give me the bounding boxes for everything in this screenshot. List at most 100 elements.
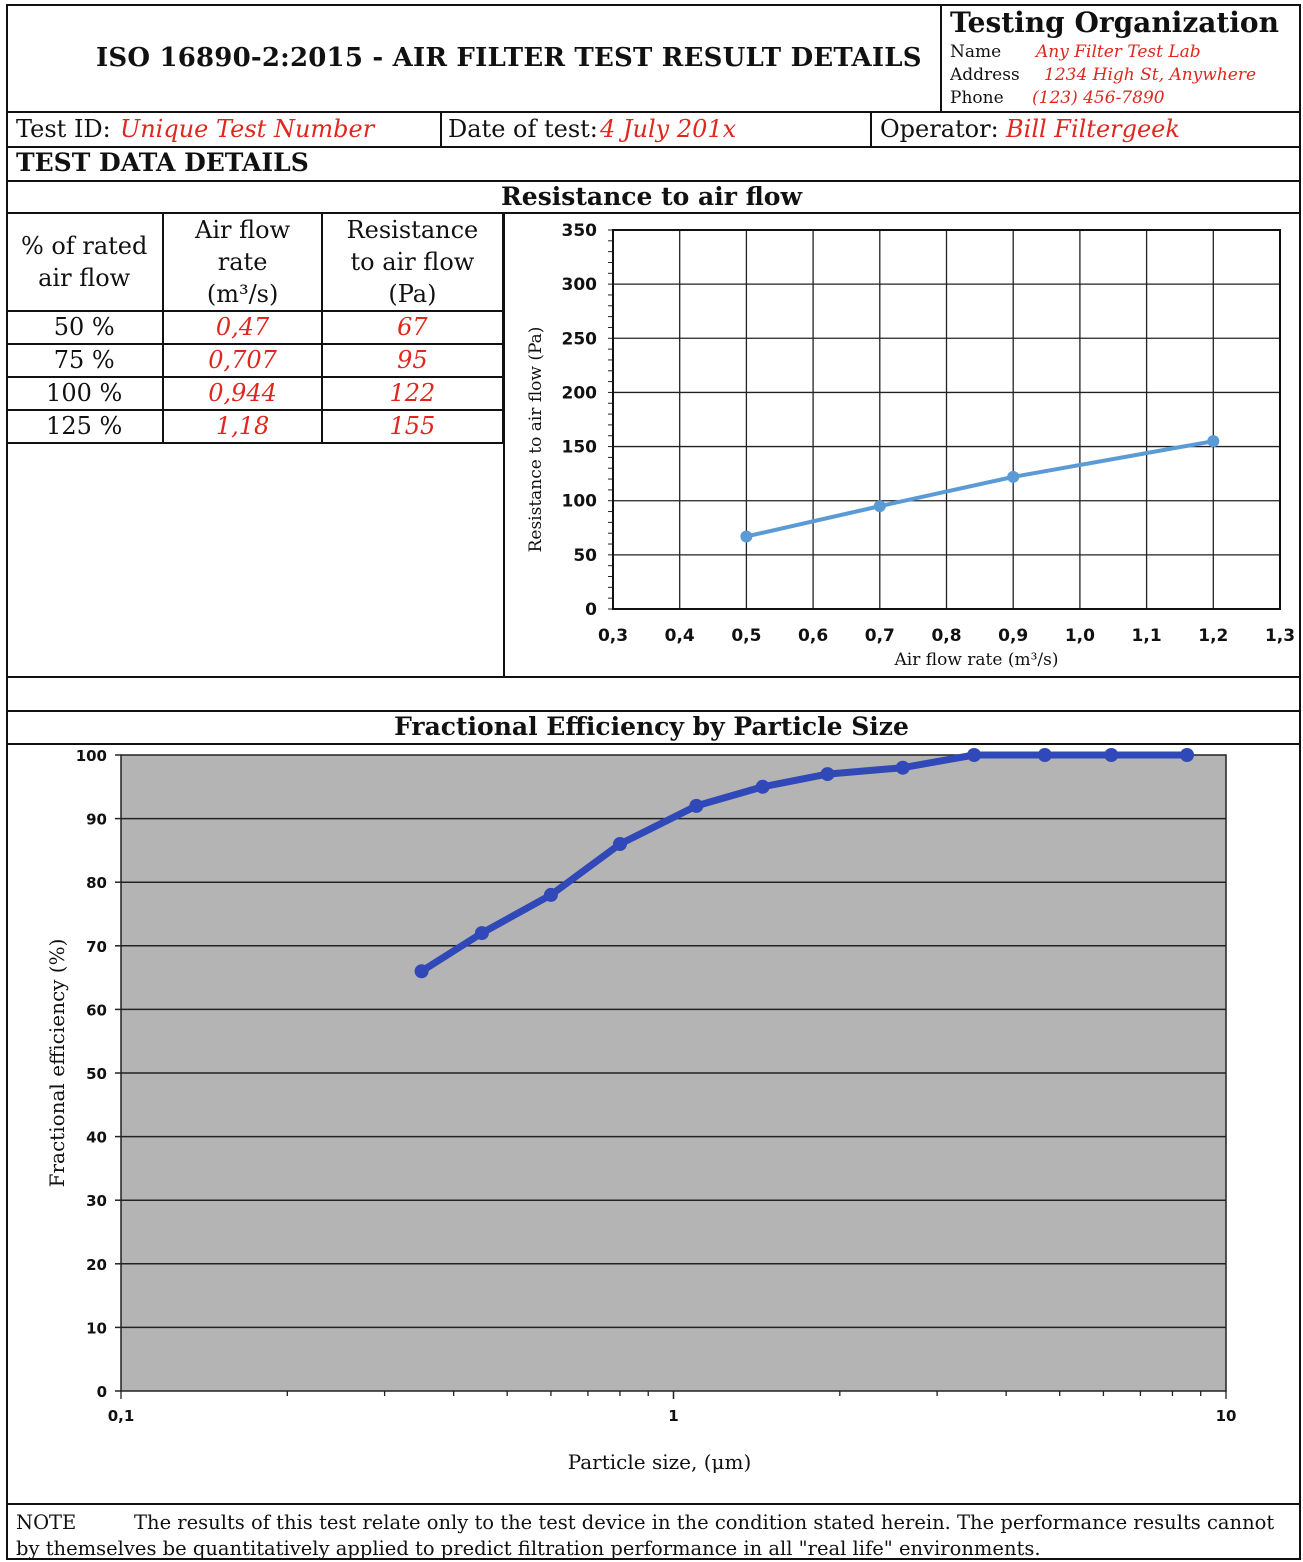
data-point: [1180, 748, 1195, 762]
x-tick-label: 1,3: [1265, 626, 1295, 646]
table-row: 50 % 0,47 67: [6, 310, 505, 345]
x-tick-label: 0,7: [865, 626, 895, 646]
note-text: The results of this test relate only to …: [16, 1511, 1275, 1560]
table-cell: 122: [320, 376, 505, 411]
y-tick-label: 40: [86, 1129, 107, 1147]
y-tick-label: 0: [97, 1383, 107, 1401]
table-header-cell: % of rated air flow: [6, 212, 165, 312]
header-text: % of rated air flow: [20, 232, 148, 292]
header-text: Resistance to air flow (Pa): [346, 216, 479, 308]
y-tick-label: 90: [86, 811, 107, 829]
y-tick-label: 30: [86, 1192, 107, 1210]
divider: [440, 111, 442, 146]
table-cell: 100 %: [6, 376, 165, 411]
x-tick-label: 0,5: [731, 626, 761, 646]
series-line: [745, 439, 1214, 539]
x-tick-label: 0,4: [665, 626, 695, 646]
org-title: Testing Organization: [950, 6, 1279, 39]
table-cell: 50 %: [6, 310, 165, 345]
x-tick-label: 1,0: [1065, 626, 1095, 646]
y-axis-label: Resistance to air flow (Pa): [526, 327, 546, 553]
section-title: TEST DATA DETAILS: [16, 148, 309, 177]
data-point: [740, 530, 753, 543]
x-tick-label: 0,9: [998, 626, 1028, 646]
table-row: 75 % 0,707 95: [6, 343, 505, 378]
divider: [6, 212, 1301, 214]
data-point: [1007, 470, 1020, 483]
x-axis-label: Particle size, (μm): [568, 1450, 752, 1474]
y-tick-label: 50: [573, 546, 597, 566]
data-point: [474, 926, 489, 941]
y-tick-label: 0: [585, 600, 597, 620]
note: NOTE The results of this test relate only…: [16, 1510, 1296, 1562]
table-cell: 67: [320, 310, 505, 345]
resistance-chart: 0,3 0,4 0,5 0,6 0,7 0,8 0,9 1,0 1,1 1,2 1,3 0 50 100 1…: [526, 221, 1295, 670]
y-tick-label: 100: [76, 747, 107, 765]
operator-value: Bill Filtergeek: [1006, 115, 1180, 143]
divider: [6, 710, 1301, 712]
date-value: 4 July 201x: [600, 115, 737, 143]
y-tick-label: 100: [562, 492, 598, 512]
series-line: [419, 751, 1188, 975]
org-name-label: Name: [950, 42, 1002, 62]
org-phone-value: (123) 456-7890: [1032, 88, 1165, 108]
test-id-label: Test ID:: [16, 115, 111, 143]
y-tick-label: 60: [86, 1001, 107, 1019]
x-tick-label: 0,3: [598, 626, 628, 646]
y-tick-label: 350: [562, 221, 598, 241]
y-tick-label: 20: [86, 1256, 107, 1274]
y-tick-label: 70: [86, 938, 107, 956]
data-point: [689, 798, 704, 813]
table-cell: 1,18: [162, 409, 323, 444]
y-axis-label: Fractional efficiency (%): [45, 939, 69, 1188]
report-title: ISO 16890-2:2015 - AIR FILTER TEST RESUL…: [96, 43, 922, 73]
table-cell: 75 %: [6, 343, 165, 378]
efficiency-chart: 0 10 20 30 40 50 60 70 80 90 100 0,1 1 10 Particle siz…: [45, 747, 1236, 1474]
divider: [6, 111, 1301, 113]
x-tick-label: 0,1: [108, 1407, 135, 1425]
data-point: [1104, 748, 1119, 762]
y-tick-label: 50: [86, 1065, 107, 1083]
table-cell: 95: [320, 343, 505, 378]
table-cell: 155: [320, 409, 505, 444]
resistance-chart-title: Resistance to air flow: [501, 182, 802, 211]
data-point: [1037, 748, 1052, 762]
y-tick-label: 250: [562, 329, 598, 349]
y-tick-label: 150: [562, 438, 598, 458]
test-data-table: % of rated air flow Air flow rate (m³/s)…: [6, 212, 505, 444]
efficiency-chart-title: Fractional Efficiency by Particle Size: [394, 712, 909, 741]
x-axis-label: Air flow rate (m³/s): [894, 650, 1059, 670]
divider: [6, 1503, 1301, 1505]
data-point: [873, 500, 886, 513]
data-point: [1207, 435, 1220, 448]
table-row: 125 % 1,18 155: [6, 409, 505, 444]
org-address-label: Address: [950, 65, 1020, 85]
date-label: Date of test:: [448, 115, 598, 143]
test-id-value: Unique Test Number: [120, 115, 375, 143]
data-point: [755, 779, 770, 794]
table-cell: 125 %: [6, 409, 165, 444]
divider: [6, 743, 1301, 745]
divider: [503, 212, 505, 676]
header-text: Air flow rate (m³/s): [195, 216, 291, 308]
operator-label: Operator:: [880, 115, 999, 143]
divider: [6, 146, 1301, 148]
x-tick-label: 1,1: [1132, 626, 1162, 646]
table-header-cell: Air flow rate (m³/s): [162, 212, 323, 312]
divider: [870, 111, 872, 146]
plot-frame: [612, 229, 1281, 610]
data-point: [820, 767, 835, 782]
table-cell: 0,707: [162, 343, 323, 378]
data-point: [967, 748, 982, 762]
org-name-value: Any Filter Test Lab: [1036, 42, 1201, 62]
y-tick-label: 80: [86, 874, 107, 892]
divider: [6, 180, 1301, 182]
data-point: [612, 837, 627, 852]
data-point: [414, 964, 429, 979]
table-cell: 0,47: [162, 310, 323, 345]
org-phone-label: Phone: [950, 88, 1004, 108]
divider: [6, 676, 1301, 678]
table-header-cell: Resistance to air flow (Pa): [320, 212, 505, 312]
data-point: [895, 760, 910, 775]
y-tick-label: 300: [562, 275, 598, 295]
